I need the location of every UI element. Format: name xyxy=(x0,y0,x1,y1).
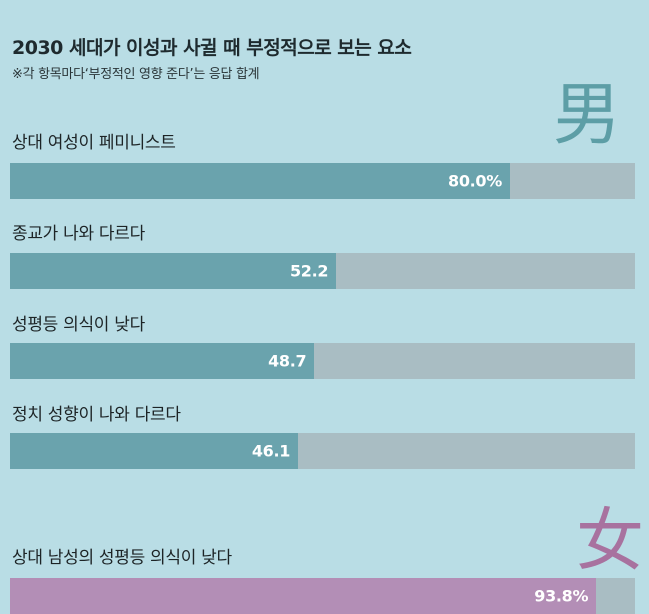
bar-label: 성평등 의식이 낮다 xyxy=(12,315,145,335)
male-bar: 52.2 xyxy=(10,253,337,289)
bar-track: 48.7 xyxy=(10,343,635,379)
bar-label: 상대 여성이 페미니스트 xyxy=(12,133,176,153)
bar-value-label: 80.0% xyxy=(447,171,502,191)
male-bar: 48.7 xyxy=(10,343,315,379)
bar-track: 80.0% xyxy=(10,163,635,199)
female-bar: 93.8% xyxy=(10,578,597,614)
bar-track: 52.2 xyxy=(10,253,635,289)
bar-label: 정치 성향이 나와 다르다 xyxy=(12,405,181,425)
male-bar: 46.1 xyxy=(10,433,299,469)
bar-track: 93.8% xyxy=(10,578,635,614)
male-glyph: 男 xyxy=(553,76,622,155)
bar-value-label: 48.7 xyxy=(268,351,307,371)
bar-label: 종교가 나와 다르다 xyxy=(12,224,145,244)
female-glyph: 女 xyxy=(576,502,645,581)
bar-value-label: 46.1 xyxy=(251,441,291,461)
male-bar: 80.0% xyxy=(10,163,510,199)
chart-title: 2030 세대가 이성과 사귈 때 부정적으로 보는 요소 xyxy=(12,37,412,59)
bar-track: 46.1 xyxy=(10,433,635,469)
bar-value-label: 52.2 xyxy=(289,261,329,281)
bar-label: 상대 남성의 성평등 의식이 낮다 xyxy=(12,548,232,568)
bar-value-label: 93.8% xyxy=(534,586,589,606)
chart-subtitle: ※각 항목마다‘부정적인 영향 준다’는 응답 합계 xyxy=(12,67,260,82)
